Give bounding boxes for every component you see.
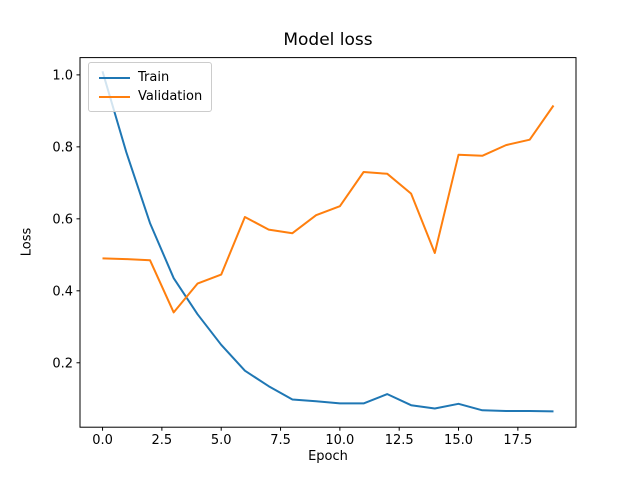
y-tick-label: 0.8 bbox=[52, 140, 73, 155]
y-axis-label: Loss bbox=[19, 227, 35, 257]
x-tick-label: 2.5 bbox=[152, 433, 173, 448]
legend-label-validation: Validation bbox=[138, 89, 203, 104]
train-line-swatch-icon bbox=[99, 76, 130, 79]
legend-entry-train: Train bbox=[99, 68, 203, 87]
x-tick-label: 7.5 bbox=[270, 433, 291, 448]
train-line bbox=[101, 71, 554, 413]
x-tick-label: 17.5 bbox=[503, 433, 532, 448]
y-tick-label: 0.2 bbox=[52, 356, 73, 371]
y-tick-label: 0.4 bbox=[52, 284, 73, 299]
x-tick-label: 10.0 bbox=[325, 433, 354, 448]
x-tick-label: 15.0 bbox=[444, 433, 473, 448]
legend-label-train: Train bbox=[138, 70, 170, 85]
legend-entry-validation: Validation bbox=[99, 87, 203, 106]
x-tick-label: 0.0 bbox=[92, 433, 113, 448]
axes-background bbox=[80, 57, 576, 428]
x-axis-ticks: 0.0 2.5 5.0 7.5 10.0 12.5 15.0 17.5 bbox=[92, 427, 532, 448]
y-axis-ticks: 0.2 0.4 0.6 0.8 1.0 bbox=[52, 68, 80, 371]
axes-frame bbox=[79, 57, 577, 428]
y-tick-label: 1.0 bbox=[52, 68, 73, 83]
validation-line-swatch-icon bbox=[99, 95, 130, 98]
x-axis-label: Epoch bbox=[308, 449, 348, 464]
legend-box: Train Validation bbox=[88, 62, 212, 112]
y-tick-label: 0.6 bbox=[52, 212, 73, 227]
chart-title: Model loss bbox=[283, 30, 373, 50]
x-tick-label: 5.0 bbox=[211, 433, 232, 448]
validation-line bbox=[102, 104, 555, 314]
x-tick-label: 12.5 bbox=[385, 433, 414, 448]
series-lines bbox=[101, 71, 555, 413]
